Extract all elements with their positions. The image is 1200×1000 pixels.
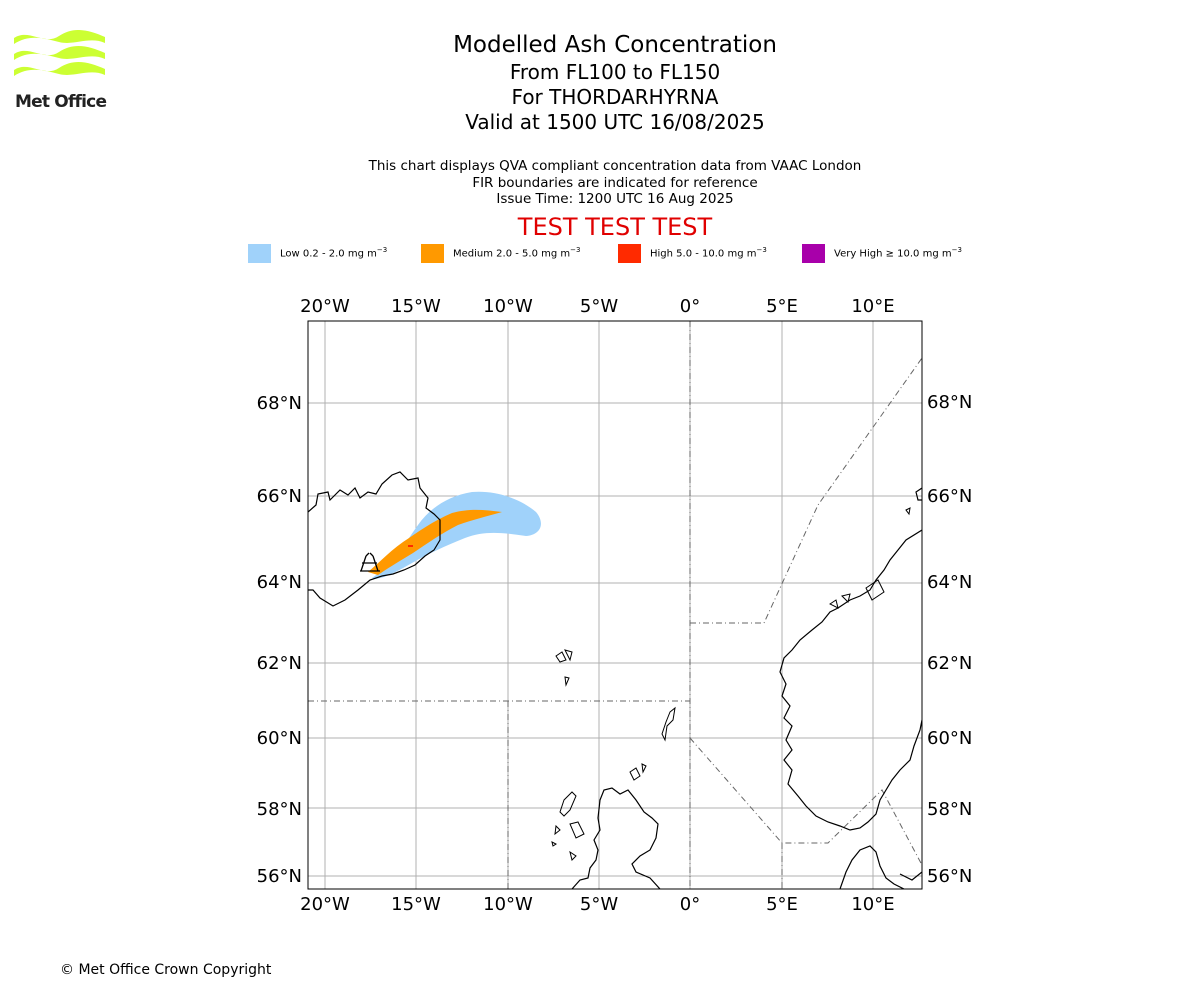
valid-time: Valid at 1500 UTC 16/08/2025 xyxy=(465,110,765,134)
norway-islands xyxy=(829,507,911,609)
hebrides-coastline xyxy=(551,791,585,861)
iceland-coastline xyxy=(308,471,441,607)
lat-tick: 60°N xyxy=(257,728,302,749)
lon-labels-bottom: 20°W 15°W 10°W 5°W 0° 5°E 10°E xyxy=(300,894,894,915)
legend-unit-exp: −3 xyxy=(951,246,962,254)
lat-tick: 68°N xyxy=(927,392,972,413)
legend-unit-exp: −3 xyxy=(756,246,767,254)
ash-medium-area xyxy=(368,509,502,575)
met-office-logo-text: Met Office xyxy=(15,92,107,112)
issue-time: Issue Time: 1200 UTC 16 Aug 2025 xyxy=(496,191,734,207)
lon-tick: 5°W xyxy=(580,894,618,915)
lat-tick: 66°N xyxy=(927,486,972,507)
norway-coastline xyxy=(779,487,922,831)
lon-tick: 5°W xyxy=(580,296,618,317)
lat-tick: 56°N xyxy=(257,866,302,887)
legend-label-high: High 5.0 - 10.0 mg m xyxy=(650,248,757,260)
lon-labels-top: 20°W 15°W 10°W 5°W 0° 5°E 10°E xyxy=(300,296,894,317)
ash-low-area xyxy=(372,491,541,579)
legend-swatch-high xyxy=(618,244,641,263)
lon-tick: 10°W xyxy=(483,894,533,915)
orkney-coastline xyxy=(629,763,647,781)
lon-tick: 10°W xyxy=(483,296,533,317)
lat-tick: 62°N xyxy=(927,653,972,674)
lon-tick: 15°W xyxy=(391,296,441,317)
lat-tick: 56°N xyxy=(927,866,972,887)
lon-tick: 10°E xyxy=(851,296,894,317)
map-frame xyxy=(307,320,923,890)
lat-labels-right: 68°N 66°N 64°N 62°N 60°N 58°N 56°N xyxy=(927,392,972,887)
chart-subtitle: This chart displays QVA compliant concen… xyxy=(315,158,915,208)
legend-swatch-low xyxy=(248,244,271,263)
test-banner: TEST TEST TEST xyxy=(517,213,713,241)
lat-tick: 64°N xyxy=(257,572,302,593)
lon-tick: 15°W xyxy=(391,894,441,915)
chart-title-block: Modelled Ash Concentration From FL100 to… xyxy=(315,30,915,135)
volcano-name: For THORDARHYRNA xyxy=(511,85,719,109)
met-office-logo xyxy=(14,29,114,112)
legend-unit-exp: −3 xyxy=(570,246,581,254)
lat-tick: 64°N xyxy=(927,572,972,593)
legend-swatch-medium xyxy=(421,244,444,263)
volcano-marker-icon xyxy=(360,552,380,572)
legend-unit-exp: −3 xyxy=(376,246,388,254)
skagerrak-coastline xyxy=(839,845,922,889)
ash-high-spot xyxy=(408,545,413,547)
lat-tick: 60°N xyxy=(927,728,972,749)
subtitle-line-2: FIR boundaries are indicated for referen… xyxy=(472,174,758,191)
lon-tick: 5°E xyxy=(766,894,798,915)
lon-tick: 0° xyxy=(680,894,700,915)
legend-label-low: Low 0.2 - 2.0 mg m xyxy=(280,248,377,260)
flight-level-range: From FL100 to FL150 xyxy=(509,60,721,84)
lat-tick: 62°N xyxy=(257,653,302,674)
lat-tick: 66°N xyxy=(257,486,302,507)
faroe-islands-coastline xyxy=(555,649,573,687)
scotland-coastline xyxy=(571,787,661,889)
fir-boundaries xyxy=(308,321,922,889)
subtitle-line-1: This chart displays QVA compliant concen… xyxy=(368,158,862,174)
lon-tick: 20°W xyxy=(300,296,350,317)
lat-tick: 68°N xyxy=(257,393,302,414)
lon-tick: 5°E xyxy=(766,296,798,317)
copyright-notice: © Met Office Crown Copyright xyxy=(60,962,272,978)
lon-tick: 20°W xyxy=(300,894,350,915)
lon-tick: 0° xyxy=(680,296,700,317)
legend-label-very-high: Very High ≥ 10.0 mg m xyxy=(834,248,952,260)
legend-swatch-very-high xyxy=(802,244,825,263)
legend-label-medium: Medium 2.0 - 5.0 mg m xyxy=(453,248,571,260)
map-background xyxy=(308,321,922,889)
lon-tick: 10°E xyxy=(851,894,894,915)
chart-title: Modelled Ash Concentration xyxy=(453,32,777,58)
shetland-coastline xyxy=(661,706,676,742)
lat-tick: 58°N xyxy=(257,799,302,820)
lat-tick: 58°N xyxy=(927,799,972,820)
lat-labels-left: 68°N 66°N 64°N 62°N 60°N 58°N 56°N xyxy=(257,393,302,887)
